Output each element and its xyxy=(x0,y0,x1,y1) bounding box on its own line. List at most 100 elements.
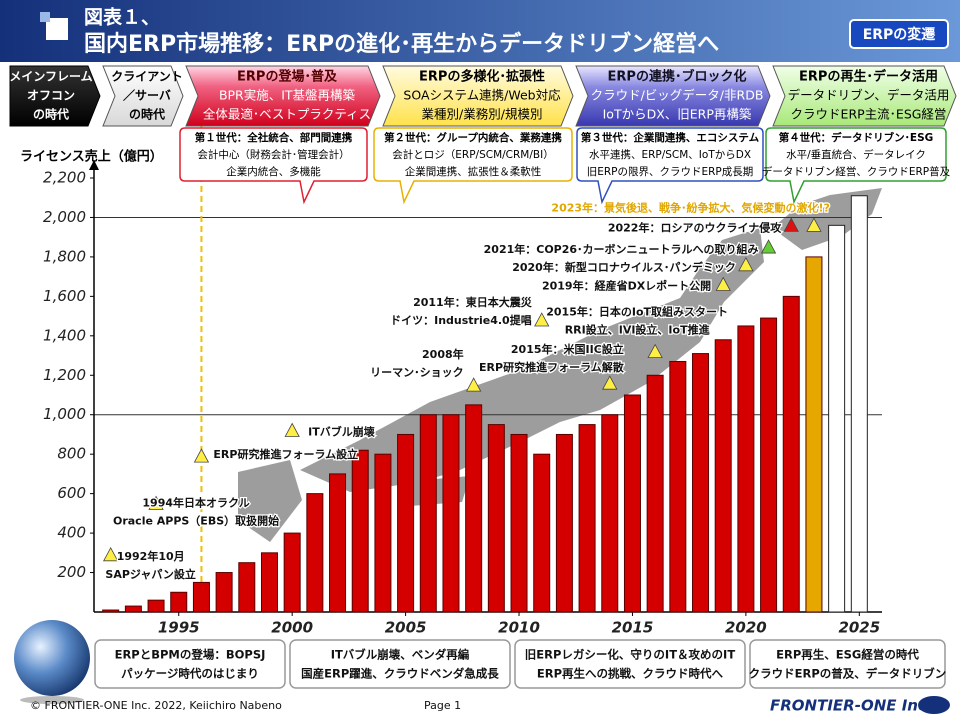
chart: ライセンス売上（億円） 200 400 600 800 1,000 1,200 1,400 1,… xyxy=(20,126,882,637)
generation-callout xyxy=(765,127,947,205)
note-text: ITバブル崩壊、ベンダ再編 xyxy=(331,648,470,662)
phase-arrow xyxy=(772,65,957,127)
phase-arrow xyxy=(102,65,184,127)
y-tick-label: 200 xyxy=(57,563,86,581)
bar xyxy=(329,473,347,613)
bar xyxy=(351,449,369,613)
event-text: 2023年：景気後退、戦争･紛争拡大、気候変動の激化!? xyxy=(551,200,830,214)
x-tick-label: 1995 xyxy=(158,619,200,637)
generation-text: 会計とロジ（ERP/SCM/CRM/BI） xyxy=(392,148,553,161)
header-icon xyxy=(40,12,50,22)
phase-text: ／サーバ xyxy=(123,88,171,103)
event-text: 2008年 xyxy=(422,347,464,361)
generation-text: 企業内統合、多機能 xyxy=(226,165,321,178)
event-marker xyxy=(148,495,164,510)
phase-text: メインフレーム xyxy=(9,70,92,84)
bar xyxy=(374,453,392,613)
note-text: クラウドERPの普及、データドリブン xyxy=(749,667,947,681)
bar xyxy=(442,414,460,613)
generation-text: 第３世代：企業間連携、エコシステム xyxy=(581,131,760,144)
footer-logo: FRONTIER-ONE Inc. xyxy=(770,697,933,715)
event-marker xyxy=(193,448,210,463)
phase-text: ERPの登場･普及 xyxy=(237,69,338,85)
event-text: 2022年：ロシアのウクライナ侵攻 xyxy=(608,220,782,234)
phase-arrow xyxy=(382,65,574,127)
badge xyxy=(849,19,949,49)
note-text: ERP再生、ESG経営の時代 xyxy=(776,648,919,662)
bar xyxy=(555,433,573,613)
y-tick-label: 2,200 xyxy=(43,169,86,187)
globe xyxy=(14,620,90,696)
generation-text: データドリブン経営、クラウドERP普及 xyxy=(762,165,951,178)
bar xyxy=(283,532,301,613)
event-text: ドイツ：Industrie4.0提唱 xyxy=(390,313,532,327)
generation-text: 水平連携、ERP/SCM、IoTからDX xyxy=(589,148,751,161)
phase-arrow xyxy=(185,65,381,127)
bar xyxy=(260,552,278,613)
header-title: 国内ERP市場推移：ERPの進化･再生からデータドリブン経営へ xyxy=(84,31,719,57)
event-text: 2011年：東日本大震災 xyxy=(413,295,533,309)
event-text: 1994年日本オラクル xyxy=(142,496,249,510)
bar xyxy=(623,394,641,613)
generation-text: 第４世代：データドリブン･ESG xyxy=(779,131,934,144)
event-text: 2015年：日本のIoT取組みスタート xyxy=(546,305,728,319)
phase-text: SOAシステム連携/Web対応 xyxy=(403,88,561,103)
bar xyxy=(215,572,233,613)
event-marker xyxy=(783,217,799,232)
bar xyxy=(306,493,324,613)
y-axis-arrow xyxy=(89,160,99,170)
bar xyxy=(760,317,778,613)
bar xyxy=(147,599,165,613)
event-marker xyxy=(465,377,482,392)
event-text: SAPジャパン設立 xyxy=(105,567,196,581)
bar xyxy=(737,325,755,613)
phase-text: オフコン xyxy=(27,89,75,103)
x-tick-label: 2010 xyxy=(498,619,540,637)
phase-text: の時代 xyxy=(33,107,69,122)
y-tick-label: 1,000 xyxy=(43,405,86,423)
event-marker xyxy=(806,217,822,232)
phase-text: クライアント xyxy=(111,70,183,84)
y-tick-label: 1,600 xyxy=(43,287,86,305)
phase-text: 全体最適･ベストプラクティス xyxy=(203,107,371,122)
phase-text: の時代 xyxy=(129,107,165,122)
note-text: 旧ERPレガシー化、守りのIT＆攻めのIT xyxy=(525,648,736,662)
event-text: RRI設立、IVI設立、IoT推進 xyxy=(565,323,711,337)
event-marker xyxy=(738,256,754,272)
note-box xyxy=(289,639,511,689)
event-text: 1992年10月 xyxy=(117,549,185,563)
event-text: 2019年：経産省DXレポート公開 xyxy=(542,279,711,293)
phase-text: ERPの多様化･拡張性 xyxy=(419,69,545,85)
bar xyxy=(850,195,868,613)
bar xyxy=(124,605,142,613)
generation-callout xyxy=(576,127,764,205)
bar xyxy=(805,256,823,613)
bar xyxy=(487,424,505,613)
bar xyxy=(782,295,800,613)
event-text: 2020年：新型コロナウイルス･パンデミック xyxy=(512,260,736,274)
event-marker xyxy=(760,239,777,254)
event-marker xyxy=(284,422,300,437)
event-marker xyxy=(534,312,550,327)
phase-text: ERPの再生･データ活用 xyxy=(799,69,938,85)
event-text: 2015年：米国IIC設立 xyxy=(511,342,624,356)
note-box xyxy=(749,639,946,689)
event-text: Oracle APPS（EBS）取扱開始 xyxy=(113,514,279,528)
y-tick-label: 1,400 xyxy=(43,326,86,344)
bar xyxy=(397,433,415,613)
bar xyxy=(578,424,596,613)
header-label: 図表１、 xyxy=(84,6,160,29)
phase-arrow xyxy=(575,65,771,127)
generation-text: 第２世代：グループ内統合、業務連携 xyxy=(384,131,562,144)
phase-text: クラウドERP主流･ESG経営 xyxy=(791,107,947,122)
y-tick-label: 1,800 xyxy=(43,247,86,265)
y-tick-label: 800 xyxy=(57,445,86,463)
note-text: ERP再生への挑戦、クラウド時代へ xyxy=(537,667,724,681)
bar xyxy=(692,353,710,613)
x-tick-label: 2000 xyxy=(271,619,313,637)
event-marker xyxy=(103,546,119,562)
y-tick-label: 2,000 xyxy=(43,208,86,226)
phase-text: IoTからDX、旧ERP再構築 xyxy=(603,107,752,122)
header-bar xyxy=(0,0,960,62)
